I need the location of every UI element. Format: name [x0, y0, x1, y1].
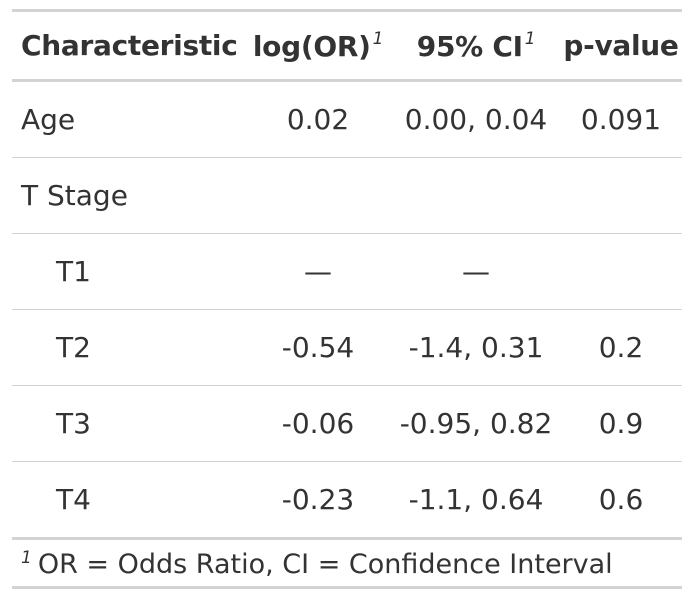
- cell-log-or: 0.02: [244, 80, 392, 158]
- header-p-value: p-value: [563, 29, 679, 62]
- table-header: Characteristic log(OR) 1 95% CI 1 p-value: [12, 10, 682, 81]
- row-label: T4: [12, 461, 244, 540]
- table-row: T1 — —: [12, 233, 682, 310]
- table-row: T Stage: [12, 157, 682, 234]
- cell-log-or: -0.54: [244, 309, 392, 386]
- cell-log-or: —: [244, 233, 392, 310]
- table-body: Age 0.02 0.00, 0.04 0.091 T Stage T1 — —…: [12, 80, 682, 540]
- cell-p-value: [560, 233, 682, 310]
- row-label: Age: [12, 80, 244, 158]
- cell-ci: -0.95, 0.82: [392, 385, 560, 462]
- cell-p-value: [560, 157, 682, 234]
- header-ci: 95% CI 1: [416, 28, 536, 63]
- header-row: Characteristic log(OR) 1 95% CI 1 p-value: [12, 10, 682, 81]
- cell-ci: —: [392, 233, 560, 310]
- table-footnote: 1 OR = Odds Ratio, CI = Confidence Interv…: [12, 540, 682, 589]
- cell-ci: -1.1, 0.64: [392, 461, 560, 540]
- footnote-marker: 1: [524, 28, 536, 49]
- footnote-marker: 1: [21, 548, 32, 568]
- cell-ci: -1.4, 0.31: [392, 309, 560, 386]
- row-label: T1: [12, 233, 244, 310]
- cell-ci: 0.00, 0.04: [392, 80, 560, 158]
- cell-p-value: 0.2: [560, 309, 682, 386]
- footnote-text: OR = Odds Ratio, CI = Confidence Interva…: [37, 549, 613, 580]
- table-row: T2 -0.54 -1.4, 0.31 0.2: [12, 309, 682, 386]
- cell-ci: [392, 157, 560, 234]
- cell-log-or: [244, 157, 392, 234]
- cell-p-value: 0.6: [560, 461, 682, 540]
- row-label: T2: [12, 309, 244, 386]
- table-row: T3 -0.06 -0.95, 0.82 0.9: [12, 385, 682, 462]
- table-row: T4 -0.23 -1.1, 0.64 0.6: [12, 461, 682, 540]
- row-label: T3: [12, 385, 244, 462]
- cell-p-value: 0.9: [560, 385, 682, 462]
- header-characteristic: Characteristic: [21, 29, 238, 62]
- footnote-marker: 1: [372, 28, 384, 49]
- table-row: Age 0.02 0.00, 0.04 0.091: [12, 80, 682, 158]
- cell-p-value: 0.091: [560, 80, 682, 158]
- row-label: T Stage: [12, 157, 244, 234]
- header-log-or: log(OR) 1: [252, 28, 384, 63]
- regression-table-container: Characteristic log(OR) 1 95% CI 1 p-value …: [12, 9, 682, 589]
- cell-log-or: -0.06: [244, 385, 392, 462]
- cell-log-or: -0.23: [244, 461, 392, 540]
- regression-summary-table: Characteristic log(OR) 1 95% CI 1 p-value …: [12, 9, 682, 540]
